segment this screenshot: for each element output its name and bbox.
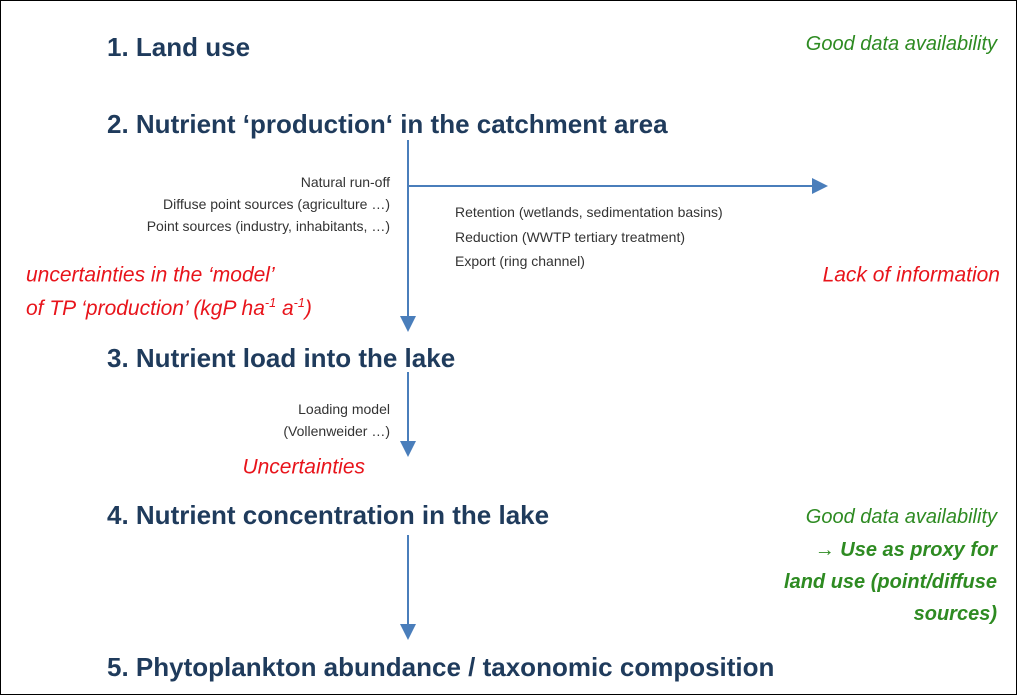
arrow-symbol: →: [814, 539, 835, 561]
note: land use (point/diffuse: [784, 571, 997, 593]
model: (Vollenweider …): [283, 423, 390, 439]
text: a: [276, 296, 294, 320]
note: Good data availability: [805, 506, 997, 528]
note: Good data availability: [805, 33, 997, 55]
heading: 3. Nutrient load into the lake: [107, 343, 456, 373]
note: Lack of information: [822, 263, 1000, 287]
heading: 4. Nutrient concentration in the lake: [107, 500, 550, 530]
text: ): [304, 296, 312, 320]
note: sources): [913, 603, 997, 625]
source: Point sources (industry, inhabitants, …): [146, 218, 390, 234]
heading: 1. Land use: [107, 32, 251, 62]
note: → Use as proxy for: [815, 540, 997, 560]
heading: 5. Phytoplankton abundance / taxonomic c…: [107, 652, 775, 682]
loss: Export (ring channel): [455, 253, 585, 269]
uncertainty: of TP ‘production’ (kgP ha-1 a-1): [26, 297, 312, 319]
heading: 2. Nutrient ‘production‘ in the catchmen…: [107, 109, 668, 139]
text: of TP ‘production’ (kgP ha: [26, 296, 265, 320]
loss: Reduction (WWTP tertiary treatment): [455, 229, 686, 245]
text: Use as proxy for: [834, 539, 997, 561]
uncertainty: uncertainties in the ‘model’: [26, 263, 275, 287]
superscript: -1: [264, 296, 277, 311]
model: Loading model: [298, 401, 390, 417]
source: Natural run-off: [300, 174, 390, 190]
loss: Retention (wetlands, sedimentation basin…: [455, 204, 723, 220]
source: Diffuse point sources (agriculture …): [163, 196, 390, 212]
superscript: -1: [293, 296, 305, 311]
uncertainty: Uncertainties: [242, 455, 365, 479]
